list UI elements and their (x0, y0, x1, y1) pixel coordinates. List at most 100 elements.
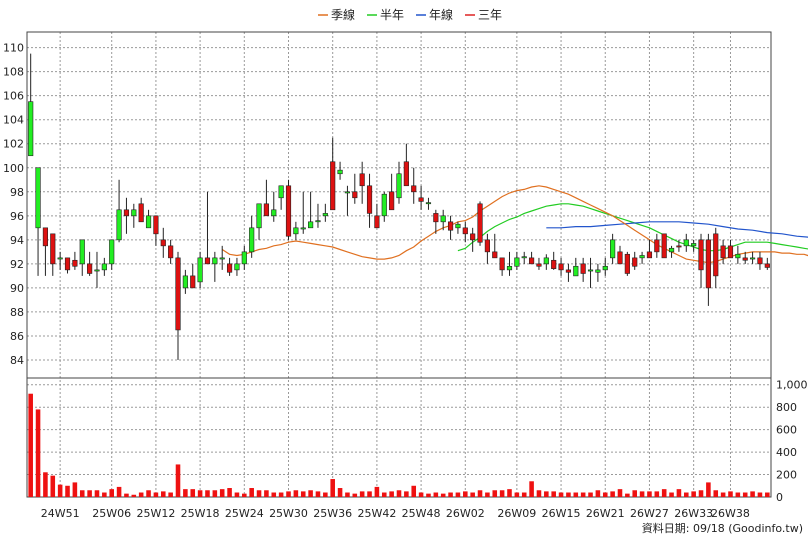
volume-bar (610, 491, 615, 497)
candle-body (153, 215, 159, 235)
candle-body (455, 223, 461, 229)
candle-body (477, 203, 483, 243)
volume-bar (131, 494, 137, 497)
chart-legend: 季線 半年 年線 三年 (318, 7, 502, 22)
price-tick-label-102: 102 (3, 138, 24, 151)
candle-body (713, 233, 719, 277)
candle-body (411, 185, 417, 193)
volume-bar (418, 492, 424, 497)
volume-bar (43, 472, 48, 497)
volume-bar (470, 492, 475, 497)
candle-body (543, 257, 549, 265)
price-tick-label-104: 104 (3, 114, 24, 127)
volume-bar (448, 492, 453, 497)
chart-axes: 84 86 88 90 92 94 96 98 100 102 104 106 108 110 0 200 40… (3, 42, 808, 520)
volume-bar (374, 486, 380, 497)
volume-bar (323, 492, 328, 497)
volume-tick-label-800: 800 (776, 401, 797, 414)
candle-body (484, 239, 490, 253)
volume-bar (647, 491, 652, 497)
volume-bar (706, 482, 711, 497)
candle-body (366, 185, 373, 214)
candle-body (447, 221, 454, 231)
candle-body (197, 257, 203, 283)
candle-body (565, 269, 572, 273)
x-tick-label-14: 26W33 (674, 507, 713, 520)
volume-bar (359, 491, 365, 497)
x-tick-label-8: 25W48 (402, 507, 441, 520)
candle-body (602, 265, 608, 271)
volume-bar (558, 492, 564, 497)
volume-bar (676, 489, 682, 497)
candle-body (138, 203, 144, 223)
volume-bar (654, 491, 660, 497)
volume-bar (381, 492, 387, 497)
candle-body (396, 173, 402, 199)
candle-body (661, 233, 667, 259)
candle-body (462, 227, 468, 235)
volume-bar (514, 492, 520, 497)
volume-bar (286, 491, 291, 497)
candle-body (359, 173, 365, 187)
volume-bar (426, 493, 431, 497)
volume-tick-label-600: 600 (776, 424, 797, 437)
volume-bar (389, 491, 394, 497)
volume-bar (617, 489, 623, 497)
volume-bar (345, 492, 350, 497)
volume-bar (352, 493, 358, 497)
volume-tick-label-200: 200 (776, 469, 797, 482)
candle-body (322, 213, 328, 217)
candle-body (521, 256, 527, 259)
candle-body (617, 251, 623, 265)
candle-body (757, 257, 763, 265)
x-tick-label-1: 25W06 (92, 507, 131, 520)
ma-year-line (546, 221, 808, 238)
candle-body (691, 243, 697, 247)
volume-bar (602, 492, 608, 497)
volume-bars (28, 393, 770, 497)
volume-bar (175, 464, 181, 497)
volume-bar (138, 492, 144, 497)
candle-body (632, 257, 638, 267)
candle-body (308, 221, 314, 229)
x-tick-label-0: 24W51 (41, 507, 80, 520)
price-tick-label-96: 96 (10, 210, 24, 223)
legend-label-0: 季線 (331, 7, 355, 22)
volume-bar (573, 492, 579, 497)
candle-body (433, 213, 439, 223)
candle-body (219, 257, 225, 260)
x-tick-label-12: 26W21 (586, 507, 625, 520)
candle-body (168, 245, 174, 259)
candle-body (646, 251, 653, 259)
candle-body (683, 239, 689, 247)
candle-body (204, 257, 211, 265)
volume-bar (455, 492, 461, 497)
volume-bar (684, 492, 689, 497)
volume-bar (566, 492, 571, 497)
candle-body (698, 239, 704, 271)
volume-bar (499, 490, 505, 497)
candle-body (337, 169, 343, 175)
volume-bar (124, 493, 129, 497)
candle-body (720, 245, 726, 259)
candle-body (389, 191, 395, 211)
volume-bar (271, 492, 277, 497)
candle-body (587, 269, 594, 272)
candle-body (64, 257, 71, 271)
candle-body (492, 251, 498, 259)
volume-bar (153, 492, 159, 497)
price-tick-label-84: 84 (10, 354, 24, 367)
candle-body (226, 263, 233, 273)
volume-bar (477, 490, 483, 497)
volume-bar (588, 492, 593, 497)
price-tick-label-92: 92 (10, 258, 24, 271)
candle-body (42, 227, 48, 247)
candle-body (727, 245, 734, 259)
candle-body (610, 239, 616, 259)
volume-bar (293, 490, 299, 497)
volume-bar (249, 488, 254, 497)
volume-bar (404, 491, 409, 497)
volume-bar (492, 490, 498, 497)
candle-body (374, 215, 380, 229)
